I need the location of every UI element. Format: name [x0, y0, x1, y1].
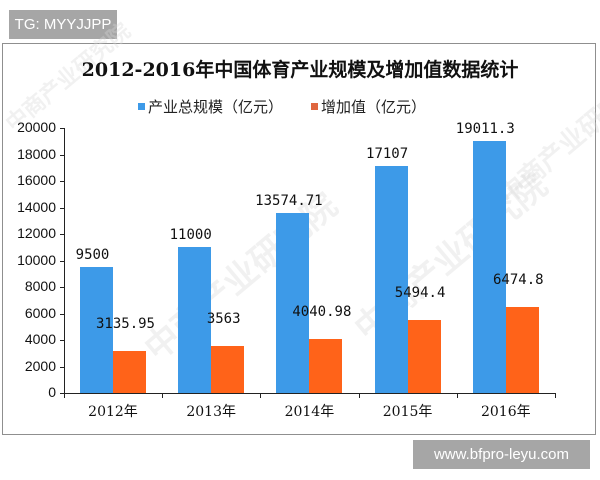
y-tick: [60, 207, 64, 209]
bar-added: [407, 320, 441, 393]
legend-label-total: 产业总规模（亿元）: [148, 98, 284, 116]
x-axis-line: [64, 393, 555, 394]
y-tick-label: 6000: [24, 304, 56, 321]
legend-item-added: 增加值（亿元）: [311, 96, 426, 117]
website-badge: www.bfpro-leyu.com: [413, 440, 590, 469]
chart-legend: 产业总规模（亿元） 增加值（亿元）: [138, 96, 454, 117]
bar-total: [178, 247, 212, 393]
y-tick-label: 12000: [17, 225, 56, 241]
value-label-total: 19011.3: [455, 121, 515, 138]
y-tick-label: 4000: [24, 331, 56, 347]
x-category-label: 2015年: [382, 404, 433, 420]
y-tick: [60, 393, 64, 394]
x-tick: [555, 393, 556, 398]
bar-added: [211, 345, 245, 393]
y-tick-label: 8000: [24, 278, 56, 294]
y-tick: [60, 260, 64, 262]
tg-badge: TG: MYYJJPP: [9, 10, 117, 39]
bar-added: [309, 339, 343, 393]
legend-item-total: 产业总规模（亿元）: [138, 96, 283, 117]
value-label-added: 3135.95: [95, 316, 155, 333]
x-category-label: 2013年: [186, 404, 236, 420]
x-tick: [260, 393, 262, 398]
y-tick: [60, 287, 64, 288]
value-label-added: 3563: [206, 310, 241, 327]
bar-total: [276, 213, 310, 393]
y-tick-label: 14000: [17, 198, 56, 215]
x-category-label: 2012年: [88, 404, 138, 420]
y-tick-label: 0: [48, 384, 56, 400]
legend-swatch-added: [311, 103, 319, 110]
y-tick-label: 16000: [17, 172, 56, 188]
y-tick: [60, 366, 64, 368]
y-tick: [60, 128, 64, 129]
value-label-total: 11000: [169, 227, 212, 244]
y-tick-label: 10000: [17, 251, 56, 268]
x-category-label: 2014年: [284, 404, 335, 420]
y-tick: [60, 234, 64, 235]
y-tick-label: 2000: [24, 357, 56, 374]
legend-label-added: 增加值（亿元）: [321, 98, 427, 116]
y-axis-line: [64, 128, 65, 394]
x-tick: [162, 393, 164, 398]
x-tick: [456, 393, 458, 398]
value-label-total: 17107: [366, 146, 409, 163]
x-tick: [358, 393, 360, 398]
y-tick: [60, 313, 64, 315]
value-label-added: 6474.8: [493, 272, 544, 289]
y-tick-label: 18000: [17, 145, 56, 162]
value-label-total: 9500: [75, 247, 110, 264]
y-tick: [60, 154, 64, 156]
y-tick: [60, 181, 64, 182]
y-tick-label: 20000: [17, 119, 56, 135]
value-label-total: 13574.71: [255, 193, 323, 210]
bar-total: [374, 166, 408, 393]
x-category-label: 2016年: [480, 404, 531, 420]
bar-added: [113, 351, 146, 393]
chart-title: 2012-2016年中国体育产业规模及增加值数据统计: [81, 59, 519, 81]
value-label-added: 5494.4: [394, 285, 446, 302]
value-label-added: 4040.98: [292, 304, 352, 321]
bar-total: [80, 267, 113, 393]
legend-swatch-total: [138, 103, 145, 110]
x-tick: [64, 393, 65, 398]
bar-total: [472, 141, 506, 393]
y-tick: [60, 340, 64, 341]
bar-added: [505, 307, 539, 393]
